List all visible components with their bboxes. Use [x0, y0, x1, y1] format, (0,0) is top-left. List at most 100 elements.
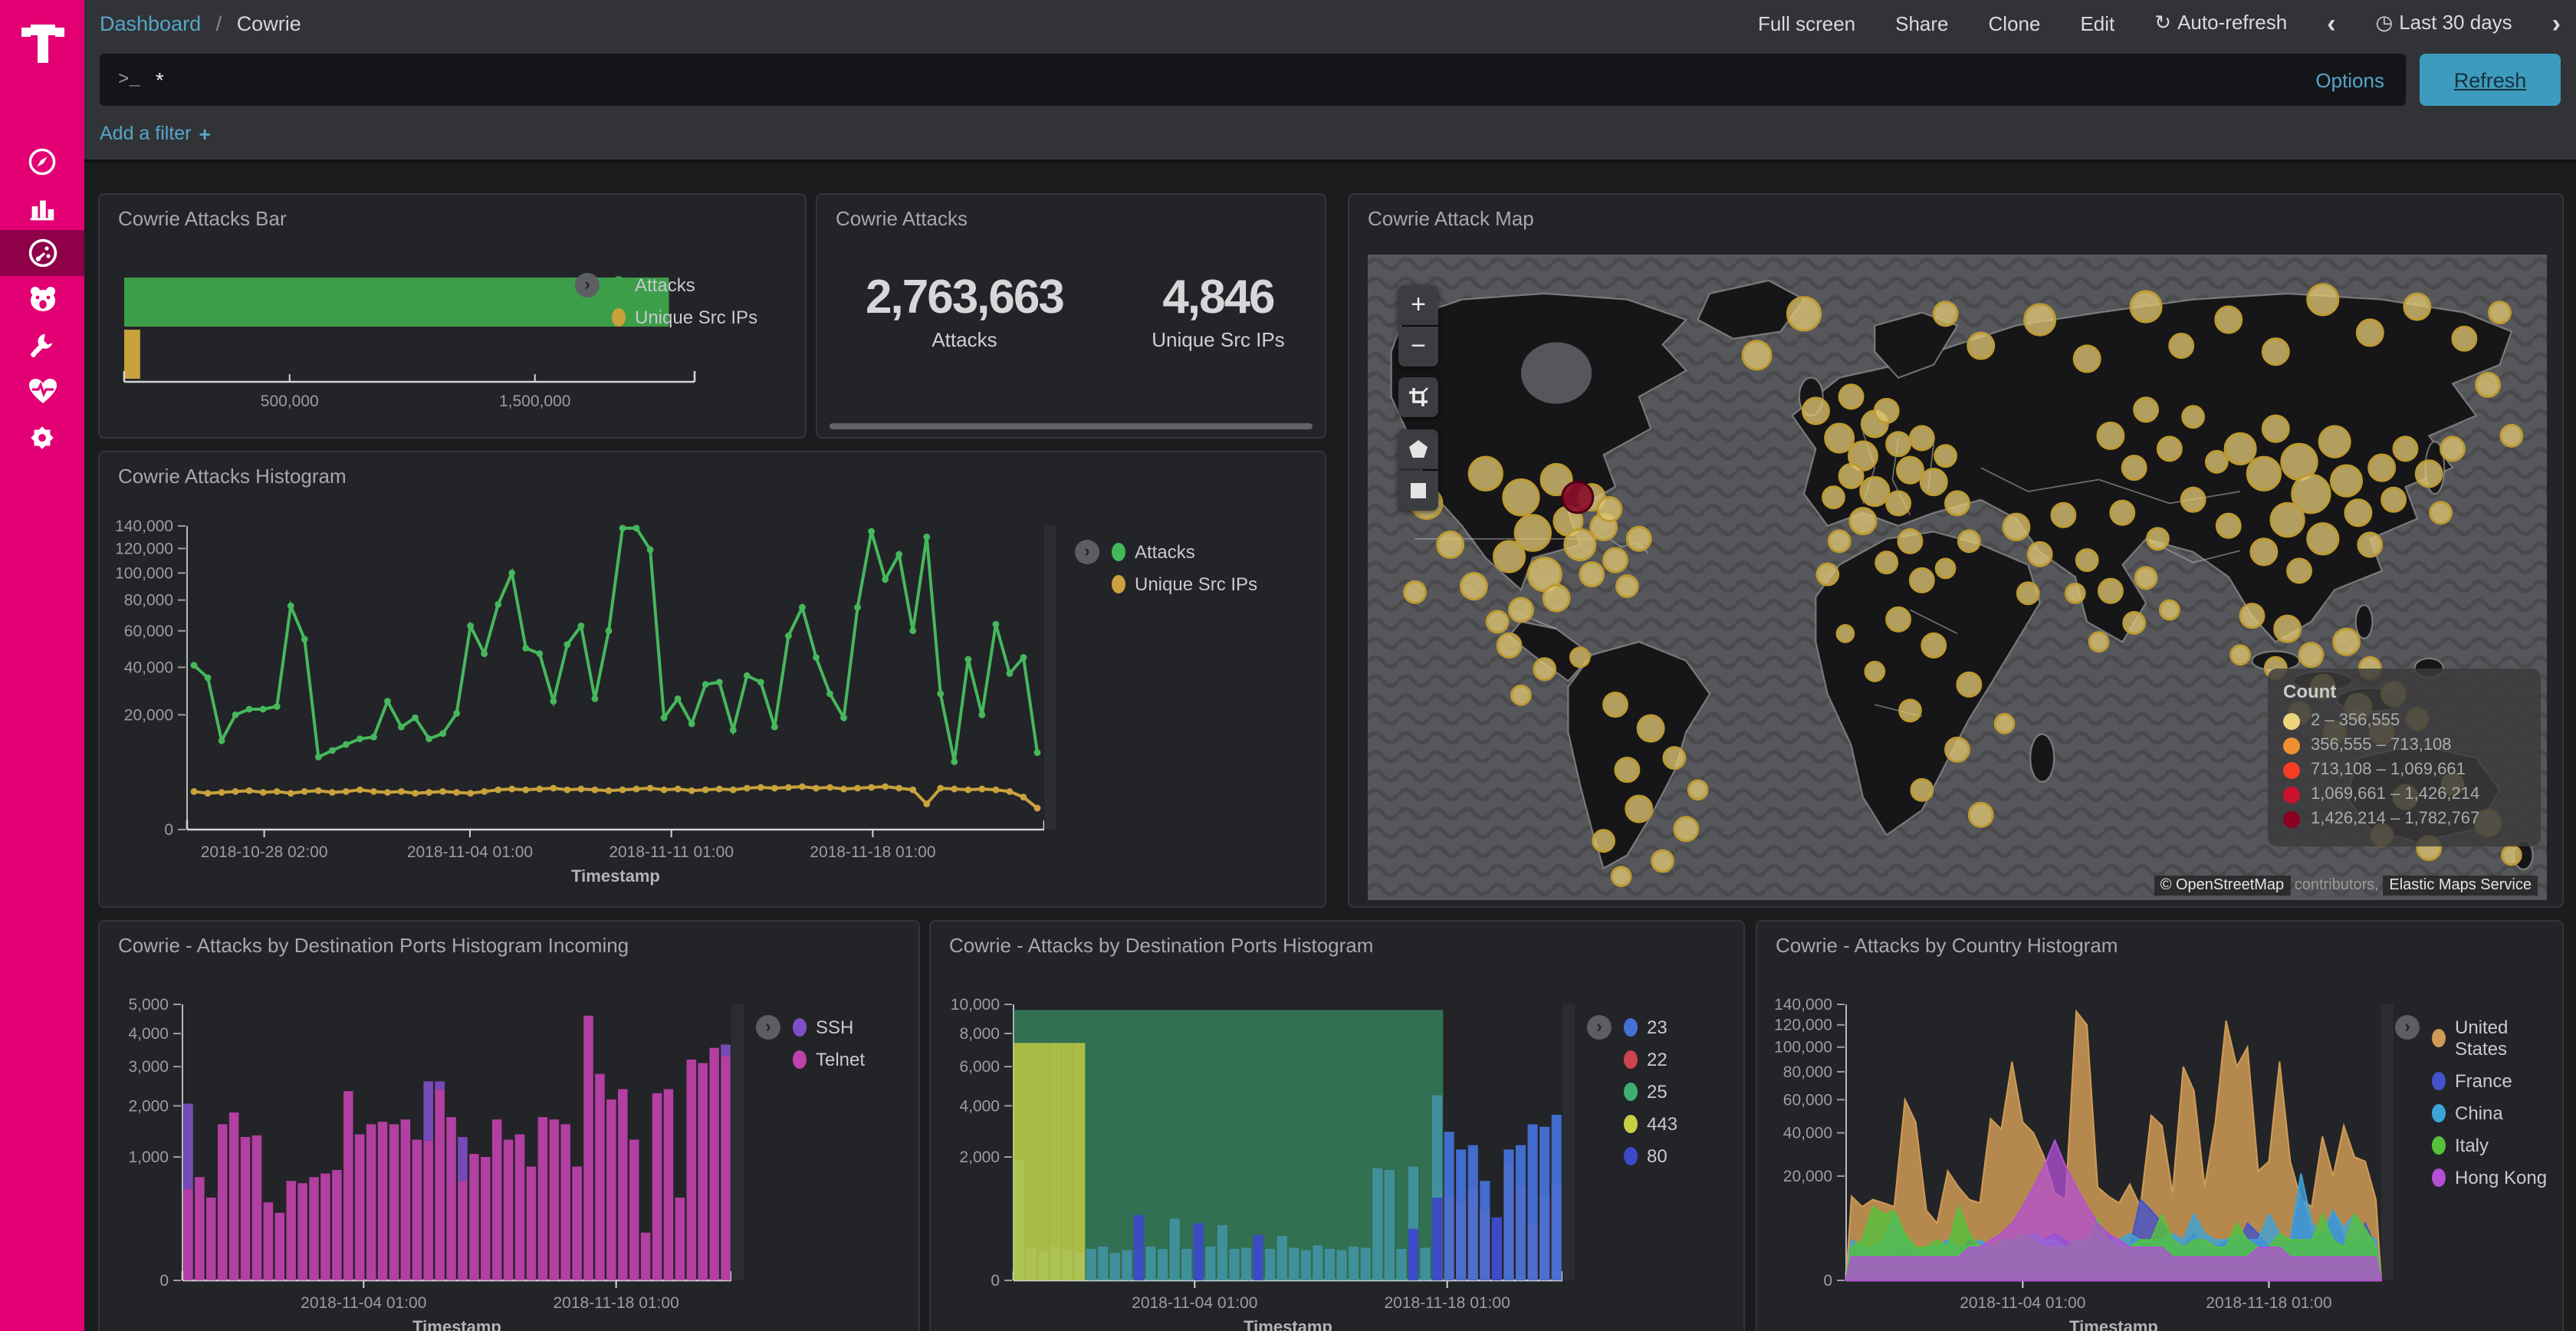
attacks-histogram-chart[interactable]: 140,000 120,000 100,000 80,000 60,000 40,000 2…	[112, 514, 1093, 891]
svg-text:2018-11-18 01:00: 2018-11-18 01:00	[1385, 1294, 1510, 1312]
legend-label: 80	[1647, 1145, 1668, 1167]
map-zoom-in-button[interactable]: +	[1398, 285, 1438, 325]
panel-cowrie-attacks-metric[interactable]: Cowrie Attacks 2,763,663 Attacks 4,846 U…	[816, 193, 1326, 439]
legend-item-80[interactable]: 80	[1624, 1145, 1677, 1167]
legend-collapse-icon[interactable]: ›	[2395, 1015, 2420, 1040]
legend-collapse-icon[interactable]: ›	[575, 273, 600, 297]
map-fit-data-button[interactable]	[1398, 377, 1438, 417]
panel-title: Cowrie - Attacks by Destination Ports Hi…	[118, 934, 629, 957]
panel-ports-histogram-incoming[interactable]: Cowrie - Attacks by Destination Ports Hi…	[98, 920, 920, 1331]
sidebar	[0, 0, 84, 1331]
sidebar-item-dashboard[interactable]	[0, 230, 84, 276]
query-text: *	[155, 67, 164, 92]
panel-cowrie-attack-map[interactable]: Cowrie Attack Map	[1348, 193, 2564, 908]
ems-attribution-link[interactable]: Elastic Maps Service	[2383, 876, 2538, 896]
svg-text:Timestamp: Timestamp	[571, 866, 660, 886]
clock-icon: ◷	[2375, 11, 2394, 34]
svg-text:2018-11-18 01:00: 2018-11-18 01:00	[810, 843, 935, 861]
legend-item-443[interactable]: 443	[1624, 1113, 1677, 1135]
query-input[interactable]: >_ * Options	[100, 54, 2406, 106]
auto-refresh-button[interactable]: ↻ Auto-refresh	[2154, 11, 2288, 34]
world-map[interactable]: + −	[1368, 255, 2547, 900]
edit-button[interactable]: Edit	[2080, 12, 2115, 35]
legend-item-unique-src-ips[interactable]: Unique Src IPs	[612, 307, 757, 328]
bar-chart-icon	[30, 199, 54, 220]
svg-text:2018-11-04 01:00: 2018-11-04 01:00	[1960, 1294, 2085, 1312]
refresh-button[interactable]: Refresh	[2420, 54, 2561, 106]
ports-chart[interactable]: 10,000 8,000 6,000 4,000 2,000 0 2018-11-04 01…	[940, 968, 1584, 1331]
legend-item-china[interactable]: China	[2432, 1103, 2562, 1124]
panel-cowrie-attacks-histogram[interactable]: Cowrie Attacks Histogram 140,000 120,000 1…	[98, 451, 1326, 908]
legend-item-22[interactable]: 22	[1624, 1049, 1677, 1070]
t-mobile-logo[interactable]	[0, 0, 84, 86]
legend-item-23[interactable]: 23	[1624, 1017, 1677, 1038]
svg-text:140,000: 140,000	[1774, 996, 1832, 1014]
sidebar-item-bear[interactable]	[0, 276, 84, 322]
chart-legend[interactable]: › 23 22 25 443 80	[1587, 1015, 1677, 1178]
chart-legend[interactable]: › Attacks Unique Src IPs	[1075, 540, 1257, 606]
map-legend-range: 1,069,661 – 1,426,214	[2283, 785, 2525, 804]
panel-country-histogram[interactable]: Cowrie - Attacks by Country Histogram 14…	[1756, 920, 2564, 1331]
legend-item-attacks[interactable]: Attacks	[1112, 541, 1257, 563]
breadcrumb-dashboard-link[interactable]: Dashboard	[100, 12, 202, 35]
legend-label: Unique Src IPs	[635, 307, 758, 328]
legend-collapse-icon[interactable]: ›	[756, 1015, 780, 1040]
share-button[interactable]: Share	[1895, 12, 1949, 35]
svg-text:2,000: 2,000	[959, 1149, 1000, 1166]
add-filter-plus-icon[interactable]: +	[199, 122, 211, 145]
time-picker-button[interactable]: ◷ Last 30 days	[2375, 11, 2512, 34]
query-row: >_ * Options Refresh	[84, 46, 2576, 113]
sidebar-item-monitoring[interactable]	[0, 368, 84, 414]
legend-collapse-icon[interactable]: ›	[1587, 1015, 1612, 1040]
breadcrumb-current: Cowrie	[236, 12, 301, 35]
legend-collapse-icon[interactable]: ›	[1075, 540, 1099, 564]
time-forward-button[interactable]: ›	[2551, 8, 2561, 38]
map-legend-range: 2 – 356,555	[2283, 712, 2525, 730]
map-legend-range: 713,108 – 1,069,661	[2283, 761, 2525, 779]
metric-label: Attacks	[932, 328, 997, 351]
chart-legend[interactable]: › SSH Telnet	[756, 1015, 865, 1081]
svg-text:80,000: 80,000	[1783, 1063, 1832, 1081]
svg-text:120,000: 120,000	[115, 540, 173, 557]
osm-attribution-link[interactable]: © OpenStreetMap	[2154, 876, 2291, 896]
svg-text:Timestamp: Timestamp	[1244, 1317, 1332, 1331]
panel-cowrie-attacks-bar[interactable]: Cowrie Attacks Bar 500,000 1,500,000 › At…	[98, 193, 807, 439]
country-chart[interactable]: 140,000 120,000 100,000 80,000 60,000 40,000 2…	[1766, 968, 2403, 1331]
panel-ports-histogram[interactable]: Cowrie - Attacks by Destination Ports Hi…	[929, 920, 1745, 1331]
legend-item-france[interactable]: France	[2432, 1070, 2562, 1092]
horizontal-scrollbar[interactable]	[830, 423, 1313, 429]
legend-item-united-states[interactable]: United States	[2432, 1017, 2562, 1060]
chart-legend[interactable]: › Attacks Unique Src IPs	[575, 273, 757, 339]
map-draw-polygon-button[interactable]	[1398, 429, 1438, 469]
legend-item-25[interactable]: 25	[1624, 1081, 1677, 1103]
svg-text:40,000: 40,000	[124, 659, 173, 676]
map-draw-rectangle-button[interactable]	[1398, 471, 1438, 511]
map-legend-title: Count	[2283, 681, 2337, 702]
map-legend-label: 1,426,214 – 1,782,767	[2311, 810, 2480, 828]
legend-item-telnet[interactable]: Telnet	[793, 1049, 865, 1070]
sidebar-item-visualize[interactable]	[0, 184, 84, 230]
legend-item-unique-src-ips[interactable]: Unique Src IPs	[1112, 573, 1257, 595]
svg-text:1,000: 1,000	[128, 1149, 169, 1166]
sidebar-item-discover[interactable]	[0, 138, 84, 184]
full-screen-button[interactable]: Full screen	[1757, 12, 1856, 35]
legend-item-italy[interactable]: Italy	[2432, 1135, 2562, 1156]
query-options-link[interactable]: Options	[2315, 68, 2384, 91]
filter-bar: Add a filter +	[84, 113, 2576, 153]
map-legend-label: 2 – 356,555	[2311, 712, 2400, 730]
map-zoom-out-button[interactable]: −	[1398, 327, 1438, 366]
svg-text:Timestamp: Timestamp	[2069, 1317, 2158, 1331]
svg-text:3,000: 3,000	[128, 1058, 169, 1076]
attacks-bar-chart[interactable]: 500,000 1,500,000	[112, 256, 771, 425]
time-back-button[interactable]: ‹	[2327, 8, 2336, 38]
add-filter-link[interactable]: Add a filter	[100, 123, 192, 144]
legend-item-attacks[interactable]: Attacks	[612, 274, 757, 296]
sidebar-item-devtools[interactable]	[0, 322, 84, 368]
chart-legend[interactable]: › United States France China Italy Hong Kong	[2395, 1015, 2562, 1199]
clone-button[interactable]: Clone	[1988, 12, 2041, 35]
legend-label: Attacks	[635, 274, 695, 296]
legend-item-hong-kong[interactable]: Hong Kong	[2432, 1167, 2562, 1188]
ports-incoming-chart[interactable]: 5,000 4,000 3,000 2,000 1,000 0 2018-11-04 01:…	[109, 968, 753, 1331]
legend-item-ssh[interactable]: SSH	[793, 1017, 865, 1038]
sidebar-item-management[interactable]	[0, 414, 84, 460]
